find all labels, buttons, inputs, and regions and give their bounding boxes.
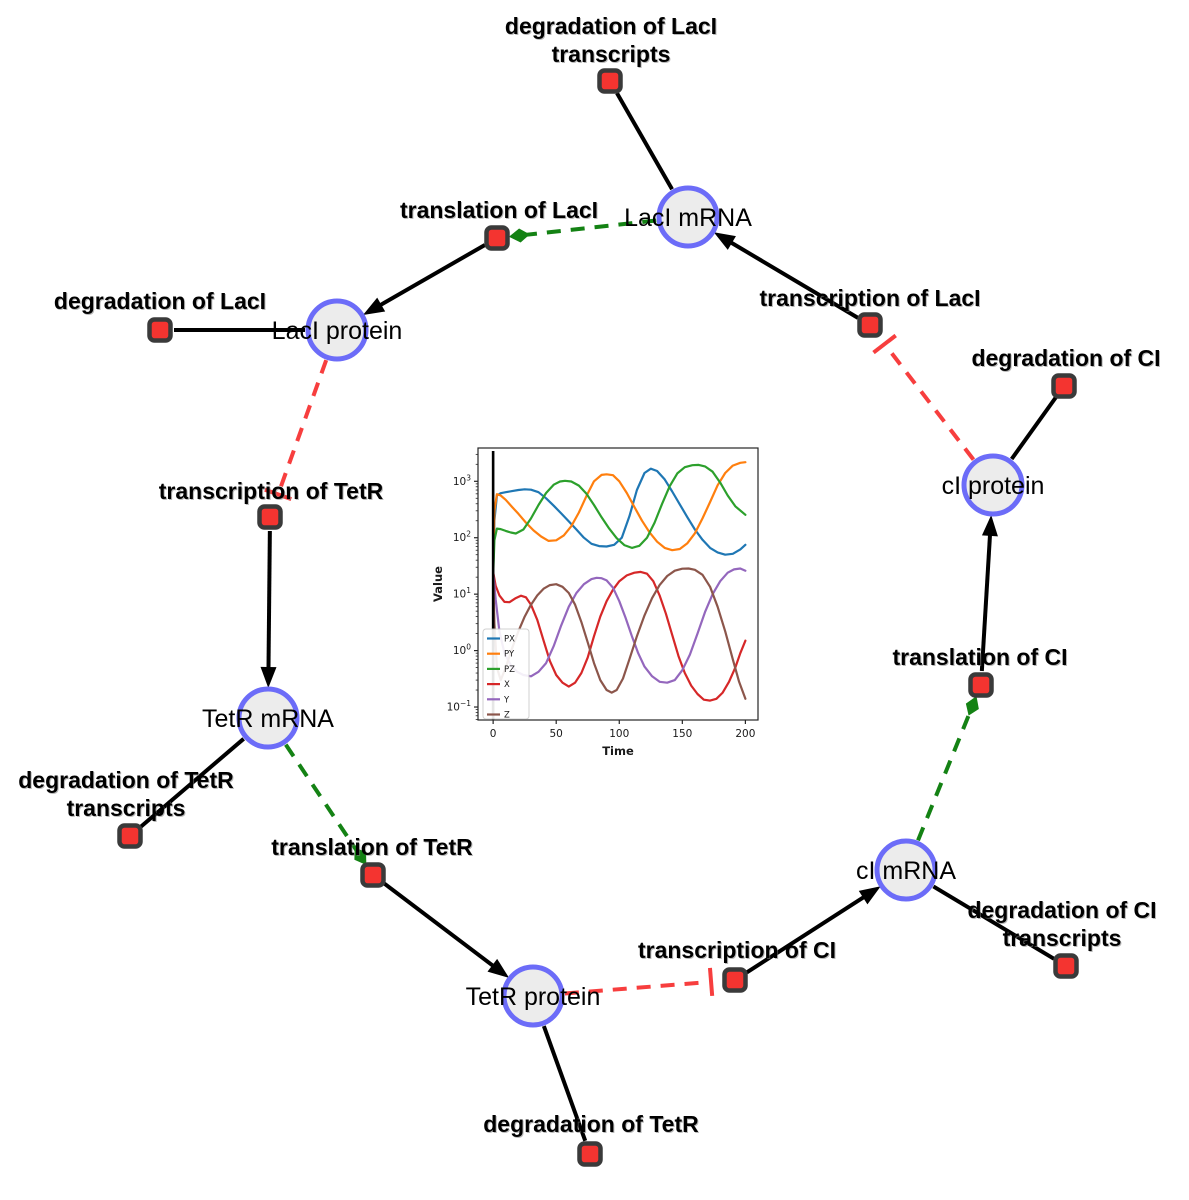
legend-label-X: X (504, 680, 510, 690)
reaction-node-transl_laci[interactable] (484, 225, 510, 251)
legend-label-PX: PX (504, 635, 515, 645)
reaction-node-deg_laci_tr[interactable] (597, 68, 623, 94)
x-tick-label: 50 (550, 728, 563, 740)
reaction-label-deg_tetr: degradation of TetR (483, 1111, 699, 1137)
reaction-label-transl_tetr: translation of TetR (271, 834, 473, 860)
reaction-node-deg_ci[interactable] (1051, 373, 1077, 399)
arrowhead-icon (487, 958, 510, 978)
reaction-node-deg_ci_tr[interactable] (1053, 953, 1079, 979)
edge-product-transl_tetr-tetr_protein (382, 881, 496, 969)
reaction-label-transc_ci: transcription of CI (638, 937, 836, 963)
species-label-tetr_mrna: TetR mRNA (202, 705, 334, 733)
legend-label-PZ: PZ (504, 665, 515, 675)
arrowhead-icon (260, 666, 277, 689)
edge-product-transc_ci-ci_mrna (745, 894, 867, 975)
series-line-PX (491, 467, 747, 579)
edge-product-transl_ci-ci_protein (979, 532, 993, 672)
species-label-ci_mrna: cI mRNA (856, 857, 956, 885)
species-node-tetr_protein[interactable] (501, 964, 565, 1028)
edge-inhibition-ci_protein-transc_laci (884, 345, 976, 461)
reaction-node-deg_laci[interactable] (147, 317, 173, 343)
reaction-node-transc_laci[interactable] (857, 312, 883, 338)
modifier-arrowhead-icon (508, 228, 530, 243)
reaction-label-deg_ci: degradation of CI (971, 345, 1160, 371)
x-tick-label: 150 (672, 728, 692, 740)
x-tick-label: 100 (609, 728, 629, 740)
legend-label-PY: PY (504, 650, 515, 660)
reaction-label-transc_laci: transcription of LacI (759, 285, 980, 311)
species-node-laci_protein[interactable] (305, 298, 369, 362)
reaction-label-deg_laci_tr: transcripts (552, 41, 671, 67)
reaction-node-transl_tetr[interactable] (360, 862, 386, 888)
reaction-node-deg_tetr[interactable] (577, 1141, 603, 1167)
arrowhead-icon (981, 514, 998, 537)
reaction-label-deg_ci_tr: degradation of CI (967, 897, 1156, 923)
species-label-tetr_protein: TetR protein (466, 983, 601, 1011)
species-node-tetr_mrna[interactable] (236, 686, 300, 750)
arrowhead-icon (713, 232, 736, 250)
edge-reactant-tetr_protein-deg_tetr (541, 1025, 588, 1142)
series-line-PY (491, 461, 747, 579)
x-tick-label: 200 (735, 728, 755, 740)
legend-box (482, 628, 530, 720)
edge-product-transl_laci-laci_protein (377, 243, 486, 308)
reaction-node-transl_ci[interactable] (968, 672, 994, 698)
species-node-ci_mrna[interactable] (874, 838, 938, 902)
series-line-PZ (491, 463, 747, 579)
reaction-label-transl_ci: translation of CI (892, 644, 1067, 670)
species-label-ci_protein: cI protein (942, 472, 1045, 500)
arrowhead-icon (858, 886, 881, 905)
arrowhead-icon (363, 297, 386, 316)
y-axis-label: Value (431, 566, 445, 602)
edge-inhibition-laci_protein-transc_tetr (277, 359, 329, 493)
reaction-label-deg_tetr_tr: transcripts (67, 795, 186, 821)
modifier-arrowhead-icon (965, 696, 979, 716)
reaction-node-transc_tetr[interactable] (257, 504, 283, 530)
reaction-label-deg_laci: degradation of LacI (54, 288, 266, 314)
reaction-label-deg_ci_tr: transcripts (1003, 925, 1122, 951)
species-node-laci_mrna[interactable] (656, 185, 720, 249)
edge-reactant-ci_mrna-deg_ci_tr (932, 884, 1056, 961)
inhibition-bar-icon (872, 333, 897, 355)
reaction-label-deg_tetr_tr: degradation of TetR (18, 767, 234, 793)
edge-reactant-ci_protein-deg_ci (1010, 396, 1058, 461)
species-label-laci_protein: LacI protein (272, 317, 403, 345)
species-label-laci_mrna: LacI mRNA (624, 204, 752, 232)
edge-product-transc_tetr-tetr_mrna (266, 530, 272, 671)
edge-modifier-tetr_mrna-transl_tetr (284, 743, 360, 853)
inhibition-bar-icon (264, 487, 292, 502)
reaction-node-transc_ci[interactable] (722, 967, 748, 993)
inhibition-bar-icon (707, 967, 715, 997)
reaction-node-deg_tetr_tr[interactable] (117, 823, 143, 849)
legend-label-Z: Z (504, 711, 510, 721)
reaction-label-transl_laci: translation of LacI (400, 197, 598, 223)
x-tick-label: 0 (490, 728, 497, 740)
edge-product-transc_laci-laci_mrna (728, 239, 859, 320)
edge-reactant-tetr_mrna-deg_tetr_tr (139, 737, 245, 829)
reaction-label-deg_laci_tr: degradation of LacI (505, 13, 717, 39)
series-line-Z (491, 567, 747, 700)
reaction-label-transc_tetr: transcription of TetR (159, 478, 384, 504)
species-node-ci_protein[interactable] (961, 453, 1025, 517)
x-axis-label: Time (602, 744, 634, 758)
inset-chart-svg: 0 50 100 150 20010−1100101102103TimeValuePXP… (428, 432, 768, 762)
edge-modifier-ci_mrna-transl_ci (916, 710, 973, 842)
legend-label-Y: Y (503, 695, 510, 705)
edge-reactant-laci_mrna-deg_laci_tr (615, 92, 674, 191)
modifier-arrowhead-icon (354, 847, 367, 866)
